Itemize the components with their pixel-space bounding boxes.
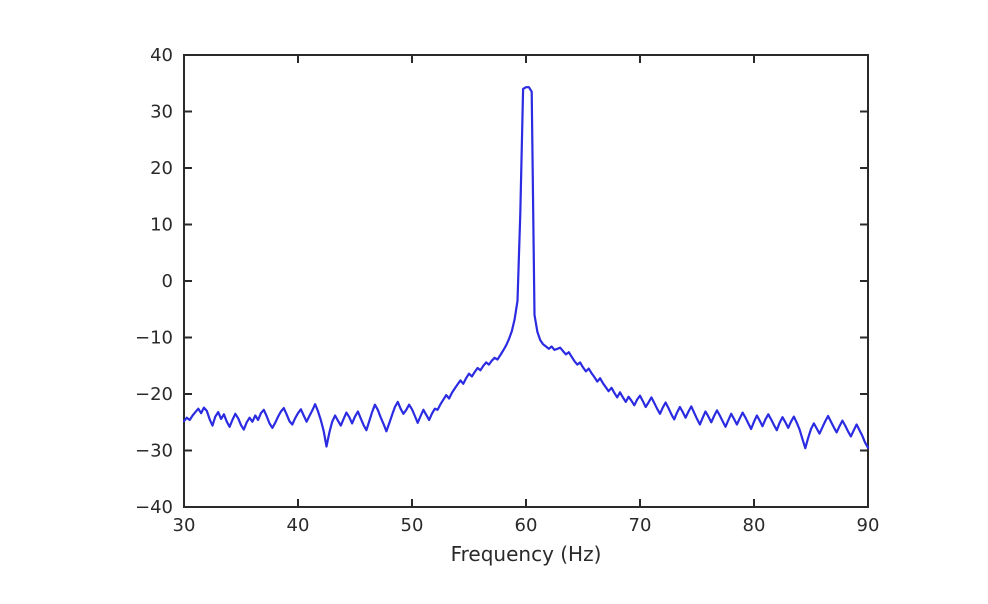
y-tick-label: 30 — [150, 102, 173, 123]
y-tick-label: −20 — [135, 384, 173, 405]
axis-tick-labels: 30 40 50 60 70 80 90 −40 −30 −20 −10 0 10 20 30 40 — [135, 45, 879, 536]
y-tick-label: −30 — [135, 441, 173, 462]
x-tick-label: 80 — [743, 515, 766, 536]
x-tick-label: 60 — [515, 515, 538, 536]
y-tick-label: 20 — [150, 158, 173, 179]
y-tick-label: −40 — [135, 497, 173, 518]
spectrum-line — [182, 86, 870, 450]
y-tick-label: 0 — [162, 271, 173, 292]
x-tick-label: 30 — [173, 515, 196, 536]
data-line-layer — [182, 86, 870, 450]
axis-ticks — [183, 54, 869, 508]
x-tick-label: 70 — [629, 515, 652, 536]
y-tick-label: −10 — [135, 328, 173, 349]
y-tick-label: 40 — [150, 45, 173, 66]
x-tick-label: 40 — [287, 515, 310, 536]
x-tick-label: 90 — [857, 515, 880, 536]
x-axis-label: Frequency (Hz) — [451, 542, 602, 566]
x-tick-label: 50 — [401, 515, 424, 536]
y-tick-label: 10 — [150, 215, 173, 236]
plot-border — [183, 54, 869, 508]
